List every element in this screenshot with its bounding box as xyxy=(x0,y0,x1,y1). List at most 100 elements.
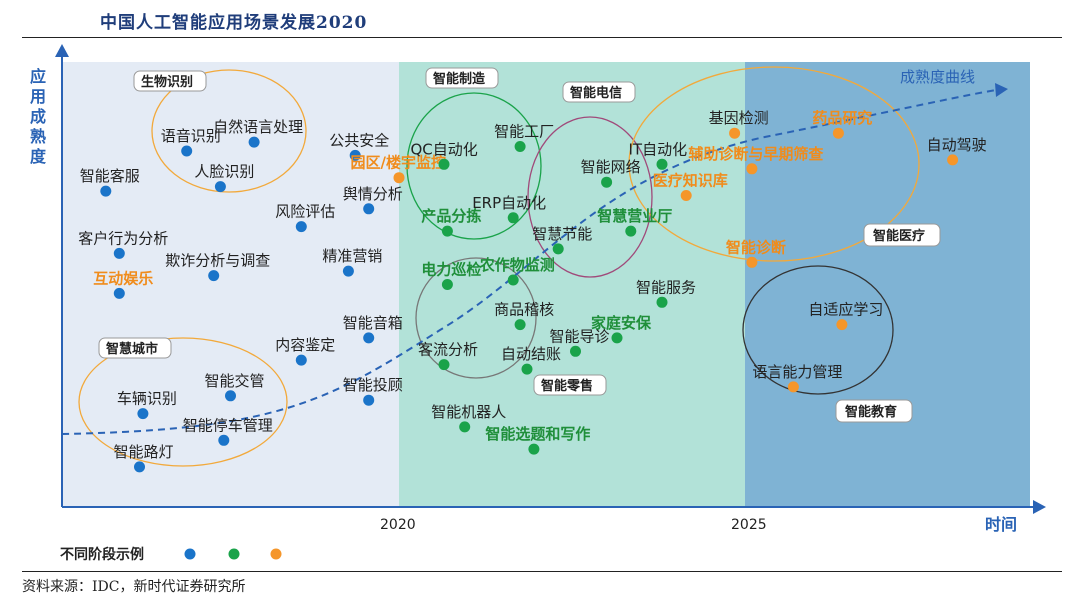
point-label: 客户行为分析 xyxy=(78,229,168,247)
point-marker xyxy=(349,149,361,161)
point-marker xyxy=(787,381,799,393)
zone-stage-1 xyxy=(62,62,399,507)
point-marker xyxy=(248,136,260,148)
legend-dot-stage-2 xyxy=(228,548,240,560)
point-marker xyxy=(181,145,193,157)
x-tick-2025: 2025 xyxy=(731,517,767,533)
point-label: 辅助诊断与早期筛查 xyxy=(688,145,824,163)
point-label: 客流分析 xyxy=(418,341,478,359)
point-label: 车辆识别 xyxy=(117,390,177,408)
point-label: 互动娱乐 xyxy=(93,269,153,287)
y-axis-label-char: 成 xyxy=(30,107,46,126)
point-label: 自适应学习 xyxy=(808,301,883,319)
point-label: 智能客服 xyxy=(80,167,140,185)
curve-arrowhead xyxy=(995,83,1008,97)
group-label-education: 智能教育 xyxy=(845,404,897,420)
group-label-retail: 智能零售 xyxy=(541,378,593,394)
x-tick-2020: 2020 xyxy=(380,517,416,533)
group-badge-education xyxy=(835,399,913,423)
point-label: 智能路灯 xyxy=(114,443,174,461)
point-marker xyxy=(552,243,564,255)
point-marker xyxy=(656,158,668,170)
y-axis-label-char: 度 xyxy=(30,147,47,166)
point-marker xyxy=(836,319,848,331)
point-marker xyxy=(507,274,519,286)
point-label: QC自动化 xyxy=(411,140,478,158)
point-marker xyxy=(218,434,230,446)
point-label: 园区/楼宇监控 xyxy=(351,154,446,172)
point-label: 内容鉴定 xyxy=(275,336,335,354)
maturity-curve xyxy=(61,89,997,435)
point-label: 智能机器人 xyxy=(431,403,506,421)
point-marker xyxy=(528,443,540,455)
point-label: ERP自动化 xyxy=(472,194,546,212)
point-label: 基因检测 xyxy=(709,109,769,127)
group-label-telecom: 智能电信 xyxy=(570,85,622,101)
point-label: 智能投顾 xyxy=(343,376,403,394)
point-label: 精准营销 xyxy=(322,247,382,265)
point-marker xyxy=(441,225,453,237)
point-label: 风险评估 xyxy=(275,203,335,221)
point-label: 欺诈分析与调查 xyxy=(165,252,270,270)
point-label: 智能音箱 xyxy=(343,314,403,332)
point-marker xyxy=(832,127,844,139)
point-marker xyxy=(746,256,758,268)
point-label: 语言能力管理 xyxy=(752,363,842,381)
y-axis-arrow xyxy=(55,44,69,57)
point-marker xyxy=(680,190,692,201)
point-label: 农作物监测 xyxy=(479,256,555,274)
point-marker xyxy=(342,265,354,277)
point-label: 舆情分析 xyxy=(343,185,403,203)
group-ellipse-smart-city xyxy=(78,337,288,467)
group-ellipse-manufacturing xyxy=(406,92,542,240)
point-marker xyxy=(113,247,125,259)
group-badge-biometrics xyxy=(133,70,207,92)
point-marker xyxy=(459,421,471,433)
point-marker xyxy=(570,345,581,357)
group-ellipse-telecom xyxy=(527,116,653,278)
legend-label: 不同阶段示例 xyxy=(60,546,144,563)
point-label: 人脸识别 xyxy=(194,163,254,181)
point-label: 智能服务 xyxy=(636,278,696,296)
point-marker xyxy=(514,319,526,331)
x-axis-arrow xyxy=(1033,500,1046,514)
point-marker xyxy=(438,359,450,371)
group-ellipse-retail xyxy=(415,257,537,379)
point-marker xyxy=(113,287,125,299)
point-marker xyxy=(214,181,226,193)
point-marker xyxy=(656,296,668,308)
point-label: IT自动化 xyxy=(629,140,688,158)
point-marker xyxy=(295,354,307,366)
y-axis-label-char: 应 xyxy=(30,67,46,86)
point-marker xyxy=(134,461,145,473)
point-marker xyxy=(363,203,375,215)
point-label: 商品稽核 xyxy=(494,301,554,319)
point-marker xyxy=(438,158,450,170)
group-label-manufacturing: 智能制造 xyxy=(433,71,486,87)
point-marker xyxy=(225,390,236,402)
point-marker xyxy=(363,394,375,406)
point-label: 智能导诊 xyxy=(550,327,610,345)
point-marker xyxy=(611,332,623,344)
point-label: 医疗知识库 xyxy=(653,172,728,190)
curve-label: 成熟度曲线 xyxy=(900,68,975,86)
chart-title: 中国人工智能应用场景发展2020 xyxy=(100,13,368,33)
point-marker xyxy=(729,127,741,139)
zone-stage-2 xyxy=(399,62,745,507)
point-marker xyxy=(746,163,758,175)
point-label: 智慧节能 xyxy=(532,225,592,243)
source-note: 资料来源：IDC，新时代证券研究所 xyxy=(22,579,246,595)
point-label: 智慧营业厅 xyxy=(597,207,672,225)
y-axis-label-char: 熟 xyxy=(30,127,46,146)
point-marker xyxy=(137,408,149,420)
point-marker xyxy=(208,270,220,282)
title-rule xyxy=(22,37,1062,38)
zone-stage-3 xyxy=(745,62,1030,507)
point-label: 语音识别 xyxy=(161,127,221,145)
point-label: 智能诊断 xyxy=(726,238,786,256)
point-label: 智能交管 xyxy=(205,372,265,390)
group-label-medical: 智能医疗 xyxy=(873,228,925,244)
